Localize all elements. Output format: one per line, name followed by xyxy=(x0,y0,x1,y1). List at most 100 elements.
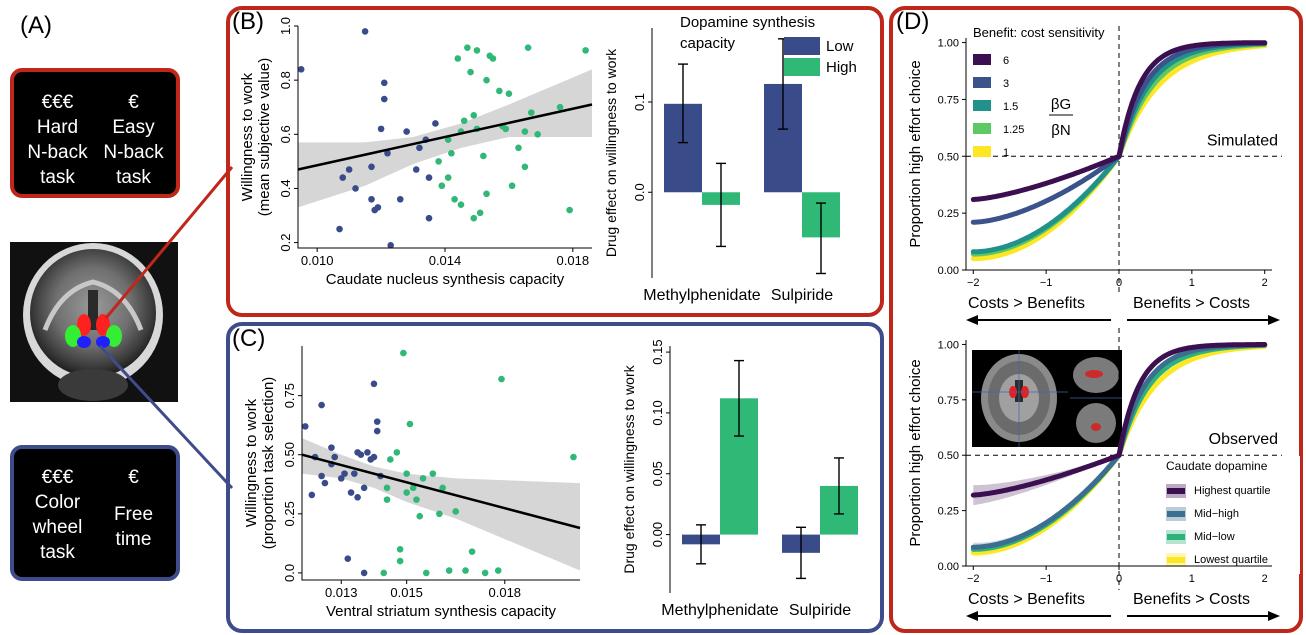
panel-tag: Simulated xyxy=(1207,132,1278,149)
y-tick-label: 0.0 xyxy=(632,183,647,201)
legend-swatch xyxy=(973,123,991,134)
mri-inset xyxy=(972,350,1122,447)
data-point xyxy=(370,380,378,388)
data-point xyxy=(403,128,410,135)
panel-label-c: (C) xyxy=(232,325,266,352)
category-label: Methylphenidate xyxy=(643,287,761,304)
B_scatter-chart: 0.2 0.4 0.6 0.8 1.0 0.010 0.014 0.018 Caudate nu… xyxy=(239,17,593,288)
data-point xyxy=(403,489,410,496)
ratio-numerator: βG xyxy=(1051,96,1071,113)
x-tick-label: −2 xyxy=(967,277,980,289)
data-point xyxy=(489,55,497,62)
legend-title: Caudate dopamine xyxy=(1166,459,1268,473)
task-label: N-back xyxy=(27,142,88,163)
data-point xyxy=(328,444,335,451)
data-point xyxy=(406,420,414,428)
y-tick-label: 0.15 xyxy=(650,339,665,364)
data-point xyxy=(380,569,388,577)
x-tick-label: 0.010 xyxy=(301,253,334,268)
legend-label: Lowest quartile xyxy=(1194,554,1268,566)
task-col-free: € Free time xyxy=(96,465,171,552)
white-matter xyxy=(42,279,144,331)
legend-swatch xyxy=(1167,511,1185,517)
data-point xyxy=(416,512,424,520)
data-point xyxy=(527,109,535,116)
legend-swatch xyxy=(1167,534,1185,540)
data-point xyxy=(412,166,420,173)
y-tick-label: 0.1 xyxy=(632,93,647,111)
data-point xyxy=(396,557,404,565)
task-label: N-back xyxy=(103,142,164,163)
panel-label-a: (A) xyxy=(20,12,52,39)
panel-label-d: (D) xyxy=(896,8,930,35)
legend-swatch xyxy=(973,54,991,65)
data-point xyxy=(496,87,503,95)
data-point xyxy=(425,214,433,222)
cost-label: € xyxy=(128,92,139,113)
data-point xyxy=(524,44,532,51)
legend-title: Dopamine synthesis xyxy=(680,14,815,31)
connector-red xyxy=(104,166,234,319)
data-point xyxy=(556,103,564,111)
data-point xyxy=(508,182,516,190)
data-point xyxy=(396,545,404,553)
y-tick-label: 0.25 xyxy=(938,506,959,518)
legend-swatch xyxy=(973,77,991,88)
x-tick-label: 0 xyxy=(1116,573,1122,585)
task-label: task xyxy=(116,167,151,188)
x-tick-label: 0.018 xyxy=(557,253,590,268)
task-col-hard: €€€ Hard N-back task xyxy=(20,90,95,190)
y-tick-label: 0.00 xyxy=(938,561,959,573)
task-label: time xyxy=(115,529,152,550)
data-point xyxy=(448,149,455,157)
panel-d-frame xyxy=(889,6,1303,633)
data-point xyxy=(368,195,375,203)
y-tick-label: 1.0 xyxy=(278,17,293,35)
data-point xyxy=(425,174,433,181)
data-point xyxy=(361,28,369,35)
data-point xyxy=(403,470,410,477)
y-tick-label: 1.00 xyxy=(938,339,959,351)
B_bar-chart: 0.0 0.1 Methylphenidate Sulpiride Drug effec… xyxy=(603,14,857,304)
y-axis-label: Willingness to work xyxy=(239,72,256,201)
roi-ventral-right xyxy=(96,336,110,348)
data-point xyxy=(473,47,481,54)
data-point xyxy=(308,491,316,499)
data-point xyxy=(341,470,348,477)
data-point xyxy=(360,569,368,577)
data-point xyxy=(432,120,439,127)
data-point xyxy=(480,152,487,160)
data-point xyxy=(354,493,361,501)
axis-lines xyxy=(965,38,1272,271)
x-tick-label: 0.015 xyxy=(390,585,423,600)
data-point xyxy=(515,144,522,152)
data-point xyxy=(380,95,388,103)
y-axis-label: (mean subjective value) xyxy=(256,58,273,216)
data-point xyxy=(470,112,478,119)
y-tick-label: 0.50 xyxy=(938,151,959,163)
y-axis-label: (proportion task selection) xyxy=(260,377,277,550)
y-tick-label: 0.2 xyxy=(278,234,293,252)
data-point xyxy=(422,569,430,577)
data-point xyxy=(351,470,358,477)
data-point xyxy=(452,508,460,515)
y-tick-label: 0.25 xyxy=(938,208,959,220)
task-label: Color xyxy=(34,492,81,513)
x-tick-label: 0.018 xyxy=(489,585,522,600)
legend-swatch xyxy=(784,37,820,55)
data-point xyxy=(377,125,385,133)
y-axis-label: Drug effect on willingness to work xyxy=(603,48,619,257)
data-point xyxy=(373,418,381,425)
arrowhead-right xyxy=(1268,315,1280,325)
data-point xyxy=(387,241,394,249)
data-point xyxy=(380,79,388,87)
x-axis-label: Ventral striatum synthesis capacity xyxy=(326,603,557,620)
data-point xyxy=(444,136,452,144)
legend-title: capacity xyxy=(680,35,736,52)
x-tick-label: −2 xyxy=(967,573,980,585)
D_sim-chart: 0.000.250.500.751.00−2−1012SimulatedProp… xyxy=(907,25,1282,325)
data-point xyxy=(393,449,401,456)
data-point xyxy=(331,453,339,461)
